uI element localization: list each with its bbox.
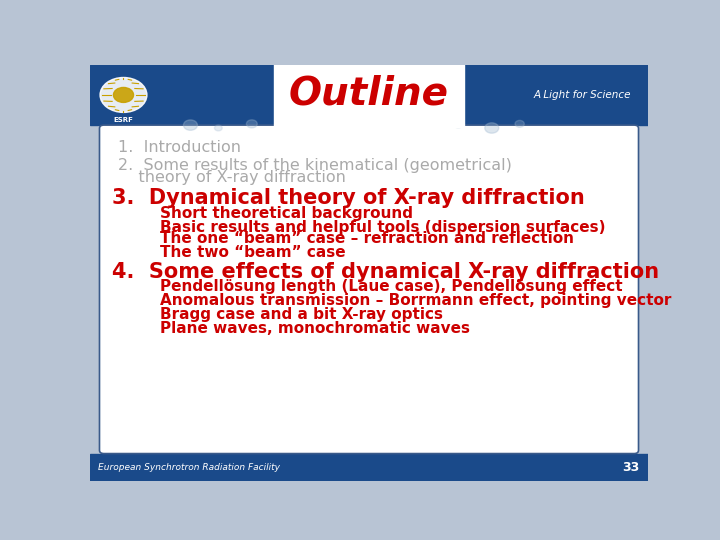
Text: Anomalous transmission – Borrmann effect, pointing vector: Anomalous transmission – Borrmann effect… (118, 293, 671, 308)
Bar (274, 60, 464, 127)
Text: Basic results and helpful tools (dispersion surfaces): Basic results and helpful tools (dispers… (118, 220, 606, 235)
Circle shape (454, 122, 462, 128)
Circle shape (114, 87, 133, 103)
Circle shape (215, 125, 222, 131)
Text: Bragg case and a bit X-ray optics: Bragg case and a bit X-ray optics (118, 307, 443, 322)
Text: Plane waves, monochromatic waves: Plane waves, monochromatic waves (118, 321, 470, 336)
Text: 4.  Some effects of dynamical X-ray diffraction: 4. Some effects of dynamical X-ray diffr… (112, 262, 660, 282)
Text: theory of X-ray diffraction: theory of X-ray diffraction (118, 171, 346, 185)
Text: The two “beam” case: The two “beam” case (118, 245, 346, 260)
Circle shape (246, 120, 257, 128)
Circle shape (515, 120, 524, 127)
Text: 3.  Dynamical theory of X-ray diffraction: 3. Dynamical theory of X-ray diffraction (112, 188, 585, 208)
Circle shape (100, 77, 147, 112)
Text: 1.  Introduction: 1. Introduction (118, 140, 241, 154)
Bar (90, 454, 648, 481)
Circle shape (184, 120, 197, 130)
FancyBboxPatch shape (99, 125, 639, 454)
Text: ESRF: ESRF (114, 117, 133, 123)
Text: 33: 33 (622, 461, 639, 474)
Text: 2.  Some results of the kinematical (geometrical): 2. Some results of the kinematical (geom… (118, 158, 512, 173)
Circle shape (485, 123, 499, 133)
Text: The one “beam” case – refraction and reflection: The one “beam” case – refraction and ref… (118, 231, 574, 246)
Text: Outline: Outline (289, 75, 449, 113)
Text: Pendellösung length (Laue case), Pendellösung effect: Pendellösung length (Laue case), Pendell… (118, 279, 623, 294)
Bar (90, 65, 648, 125)
Text: European Synchrotron Radiation Facility: European Synchrotron Radiation Facility (99, 463, 280, 471)
Text: A Light for Science: A Light for Science (534, 90, 631, 100)
Text: Short theoretical background: Short theoretical background (118, 206, 413, 221)
